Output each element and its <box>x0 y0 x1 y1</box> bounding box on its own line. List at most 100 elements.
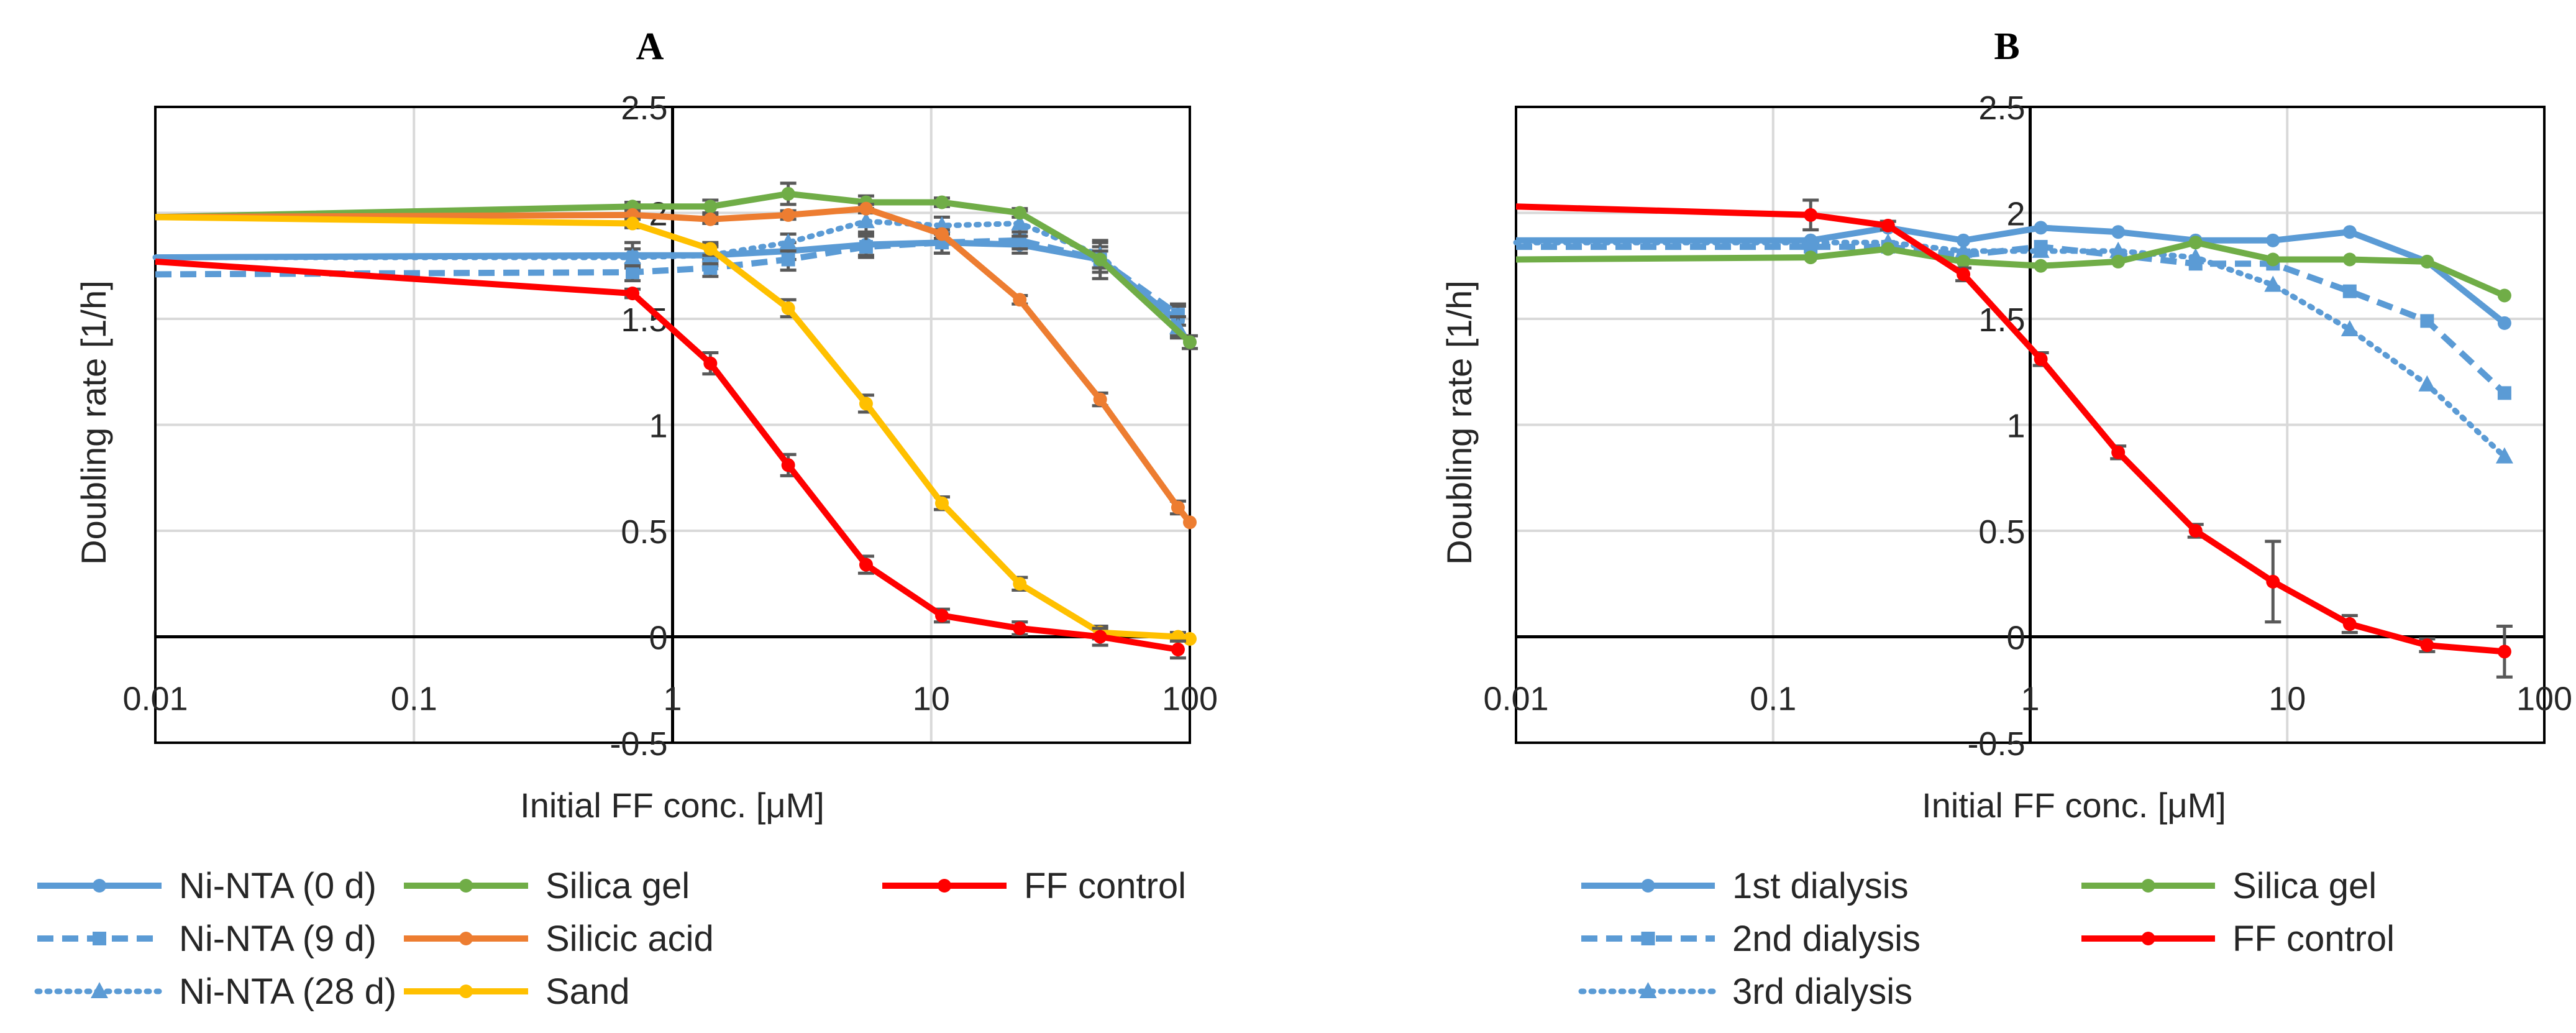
panel-b-y-tick-label: 2.5 <box>1978 90 2025 127</box>
legend-label: FF control <box>2232 919 2395 959</box>
legend-label: FF control <box>1024 866 1186 906</box>
legend-label: Ni-NTA (9 d) <box>179 919 377 959</box>
legend-label: 1st dialysis <box>1732 866 1909 906</box>
panel-a-data-point <box>1093 630 1107 644</box>
panel-a-legend-item-silica-gel: Silica gel <box>404 866 690 906</box>
legend-swatch-marker <box>91 982 108 998</box>
panel-b-y-tick-label: 0.5 <box>1978 513 2025 551</box>
panel-b-data-point <box>2188 236 2203 250</box>
panel-b-data-point <box>2264 275 2282 292</box>
panel-b-data-point <box>2266 233 2280 247</box>
panel-a-data-point <box>1013 293 1027 307</box>
panel-b-data-point <box>2111 254 2126 269</box>
legend-swatch-marker <box>459 932 473 945</box>
legend-label: Silica gel <box>2232 866 2377 906</box>
panel-a-data-point <box>934 608 949 623</box>
panel-a-series-ff-control <box>155 258 1186 660</box>
panel-a-data-point <box>1183 515 1197 530</box>
legend-label: Silica gel <box>546 866 690 906</box>
panel-a-y-tick-label: 0.5 <box>621 513 667 551</box>
panel-b-legend-item-2nd-dialysis: 2nd dialysis <box>1581 919 1921 959</box>
panel-a-data-point <box>1183 631 1197 646</box>
panel-a-data-point <box>781 301 795 315</box>
panel-b-title: B <box>1994 25 2019 68</box>
legends: Ni-NTA (0 d) Ni-NTA (9 d) Ni-NTA (28 d) Sil… <box>34 866 2395 1012</box>
panel-a-data-point <box>859 397 873 411</box>
legend-label: 3rd dialysis <box>1732 971 1912 1012</box>
panel-b-y-tick-label: -0.5 <box>1967 725 2025 763</box>
panel-b-data-point <box>1957 267 1971 282</box>
panel-a-data-point <box>1013 206 1027 220</box>
panel-a-series-silicic-acid <box>155 201 1197 530</box>
panel-a-legend-item-silicic-acid: Silicic acid <box>404 919 714 959</box>
panel-a-data-point <box>779 233 797 250</box>
panel-a-legend-item-ff-control: FF control <box>882 866 1186 906</box>
panel-a-data-point <box>1013 621 1027 635</box>
panel-b-data-point <box>2497 288 2511 303</box>
panel-a-data-point <box>934 195 949 209</box>
panel-a-data-point <box>934 227 949 241</box>
panel-b-data-point <box>2342 284 2357 298</box>
panel-b-data-point <box>2034 352 2048 366</box>
panel-b-data-point <box>2032 241 2050 258</box>
panel-a-data-point <box>1171 500 1185 515</box>
panel-b-y-tick-label: 2 <box>2006 196 2025 233</box>
panel-b-y-axis-label: Doubling rate [1/h] <box>1440 280 1479 565</box>
panel-b-legend-item-ff-control: FF control <box>2081 919 2395 959</box>
panel-b-data-point <box>2342 252 2357 267</box>
legend-label: Ni-NTA (28 d) <box>179 971 396 1012</box>
legend-swatch-marker <box>1639 982 1657 998</box>
panel-b-data-point <box>1804 208 1818 222</box>
panel-a-data-point <box>857 212 875 229</box>
panel-a-x-tick-label: 100 <box>1162 681 1218 718</box>
panel-a-series-line <box>155 205 1192 525</box>
panel-a-y-tick-label: 2.5 <box>621 90 667 127</box>
legend-swatch-marker <box>2141 879 2155 893</box>
panel-a-data-point <box>859 558 873 572</box>
panel-b-data-point <box>2495 447 2513 464</box>
panel-a-data-point <box>859 201 873 216</box>
panel-a-y-tick-label: 0 <box>649 620 667 657</box>
panel-a-data-point <box>934 496 949 510</box>
legend-swatch-marker <box>2141 932 2155 945</box>
panel-a-data-point <box>626 216 640 231</box>
panel-b-y-tick-label: 1 <box>2006 408 2025 445</box>
panel-b-data-point <box>1802 233 1820 250</box>
panel-a-data-point <box>781 208 795 222</box>
legend-swatch-marker <box>1641 932 1655 945</box>
panel-a-data-point <box>703 242 718 256</box>
panel-a-data-point <box>1093 392 1107 406</box>
panel-a-plot: 0.01 0.1 1 10 100-0.500.511.522.5 <box>122 90 1218 763</box>
panel-b-data-point <box>2497 645 2511 659</box>
panel-b-x-axis-label: Initial FF conc. [μM] <box>1922 786 2226 825</box>
panel-a-legend-item-sand: Sand <box>404 971 629 1012</box>
legend-label: Sand <box>546 971 629 1012</box>
panel-b-data-point <box>2420 314 2434 328</box>
panel-a-data-point <box>781 252 795 267</box>
panel-b-data-point <box>2109 241 2127 258</box>
panel-a-data-point <box>624 248 642 265</box>
panel-b-x-tick-label: 100 <box>2516 681 2572 718</box>
panel-b-data-point <box>2497 316 2511 330</box>
panel-a-y-axis-label: Doubling rate [1/h] <box>74 280 113 565</box>
legend-swatch-marker <box>93 932 106 945</box>
panel-a-x-tick-label: 10 <box>913 681 950 718</box>
panel-b-data-point <box>1957 254 1971 269</box>
panel-b-x-tick-label: 0.01 <box>1483 681 1548 718</box>
panel-a-data-point <box>1183 335 1197 349</box>
panel-a-data-point <box>626 265 640 279</box>
panel-b-data-point <box>2034 221 2048 235</box>
panel-b-data-point <box>2266 574 2280 589</box>
panel-b-legend-item-1st-dialysis: 1st dialysis <box>1581 866 1909 906</box>
panel-a-data-point <box>703 200 718 214</box>
panel-a-x-tick-label: 0.1 <box>391 681 437 718</box>
panel-b-data-point <box>2497 386 2511 400</box>
panel-a-y-tick-label: 1 <box>649 408 667 445</box>
panel-b-data-point <box>2418 375 2436 392</box>
panel-b-series-silica-gel <box>1515 236 2511 303</box>
legend-label: 2nd dialysis <box>1732 919 1921 959</box>
panel-a-x-tick-label: 0.01 <box>122 681 188 718</box>
panel-a-series-line <box>155 214 1190 642</box>
